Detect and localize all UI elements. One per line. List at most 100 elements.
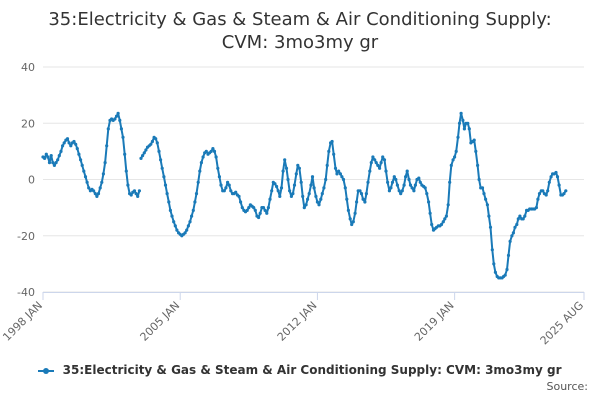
- series-point: [467, 127, 471, 131]
- series-point: [163, 183, 168, 187]
- series-point: [54, 161, 58, 165]
- series-point: [484, 197, 488, 201]
- series-point: [456, 135, 460, 139]
- series-point: [191, 208, 195, 212]
- series-layer: [41, 111, 568, 280]
- series-point: [364, 192, 368, 196]
- series-point: [399, 192, 403, 196]
- series-point: [410, 186, 414, 190]
- series-point: [549, 175, 553, 179]
- series-point: [247, 206, 251, 210]
- series-point: [281, 169, 285, 173]
- series-point: [212, 149, 217, 153]
- series-point: [511, 231, 515, 235]
- series-point: [417, 176, 421, 180]
- series-point: [283, 158, 287, 162]
- series-point: [355, 200, 359, 204]
- series-point: [534, 206, 539, 210]
- series-point: [119, 127, 123, 131]
- y-tick-label: -20: [17, 230, 35, 243]
- series-point: [114, 114, 119, 118]
- series-point: [523, 214, 527, 218]
- legend-line-symbol-icon: [38, 366, 55, 376]
- legend[interactable]: 35:Electricity & Gas & Steam & Air Condi…: [0, 363, 600, 377]
- series-point: [554, 170, 558, 175]
- series-point: [518, 214, 522, 218]
- series-point: [485, 203, 489, 207]
- x-tick-label: 2019 JAN: [412, 299, 457, 344]
- series-point: [266, 206, 270, 210]
- series-point: [477, 177, 481, 182]
- series-point: [343, 186, 347, 190]
- series-point: [144, 148, 148, 152]
- series-point: [461, 118, 465, 122]
- series-point: [126, 183, 130, 187]
- source-label: Source:: [546, 380, 589, 393]
- series-point: [546, 189, 550, 193]
- series-point: [214, 155, 218, 159]
- series-point: [62, 141, 66, 145]
- series-point: [227, 183, 231, 187]
- series-point: [245, 208, 249, 212]
- series-point: [449, 163, 453, 167]
- series-point: [492, 262, 496, 266]
- series-point: [394, 177, 398, 182]
- y-tick-label: 40: [21, 61, 35, 74]
- series-point: [98, 186, 102, 190]
- series-point: [101, 172, 105, 176]
- series-point: [363, 200, 367, 204]
- series-point: [172, 220, 176, 224]
- series-point: [444, 214, 448, 218]
- series-point: [304, 203, 308, 207]
- series-point: [188, 220, 192, 224]
- series-point: [369, 161, 373, 165]
- x-tick-label: 2005 JAN: [138, 299, 183, 344]
- series-point: [175, 228, 179, 232]
- series-point: [253, 208, 257, 212]
- series-point: [541, 189, 545, 193]
- series-point: [72, 139, 76, 144]
- chart-title-line-2: CVM: 3mo3my gr: [221, 32, 379, 53]
- series-point: [69, 144, 73, 148]
- series-point: [457, 121, 462, 125]
- series-point: [307, 192, 311, 196]
- series-point: [310, 175, 315, 179]
- series-point: [288, 189, 292, 193]
- series-point: [547, 180, 551, 184]
- series-point: [173, 224, 177, 228]
- series-point: [121, 135, 125, 139]
- series-point: [335, 172, 339, 176]
- series-point: [301, 194, 305, 198]
- series-point: [459, 111, 463, 115]
- series-point: [425, 192, 429, 196]
- series-point: [361, 197, 365, 201]
- series-point: [261, 206, 266, 210]
- series-point: [80, 163, 84, 167]
- series-point: [52, 163, 57, 167]
- series-point: [82, 169, 86, 173]
- series-point: [330, 139, 334, 144]
- series-point: [390, 180, 395, 184]
- series-point: [44, 152, 48, 156]
- series-point: [226, 180, 230, 184]
- series-point: [292, 183, 297, 187]
- y-tick-label: 0: [28, 174, 35, 187]
- series-point: [537, 192, 542, 196]
- series-point: [265, 211, 269, 215]
- series-point: [141, 154, 145, 158]
- series-point: [217, 175, 221, 179]
- series-point: [75, 147, 79, 151]
- series-point: [96, 192, 101, 196]
- series-point: [160, 166, 164, 170]
- series-point: [162, 175, 166, 179]
- series-point: [239, 200, 243, 204]
- series-point: [142, 151, 146, 155]
- series-point: [185, 228, 189, 232]
- series-point: [190, 214, 194, 218]
- chart-title-line-1: 35:Electricity & Gas & Steam & Air Condi…: [48, 9, 552, 30]
- series-point: [129, 193, 133, 197]
- series-point: [87, 186, 91, 190]
- series-point: [258, 211, 262, 215]
- series-point: [325, 163, 329, 167]
